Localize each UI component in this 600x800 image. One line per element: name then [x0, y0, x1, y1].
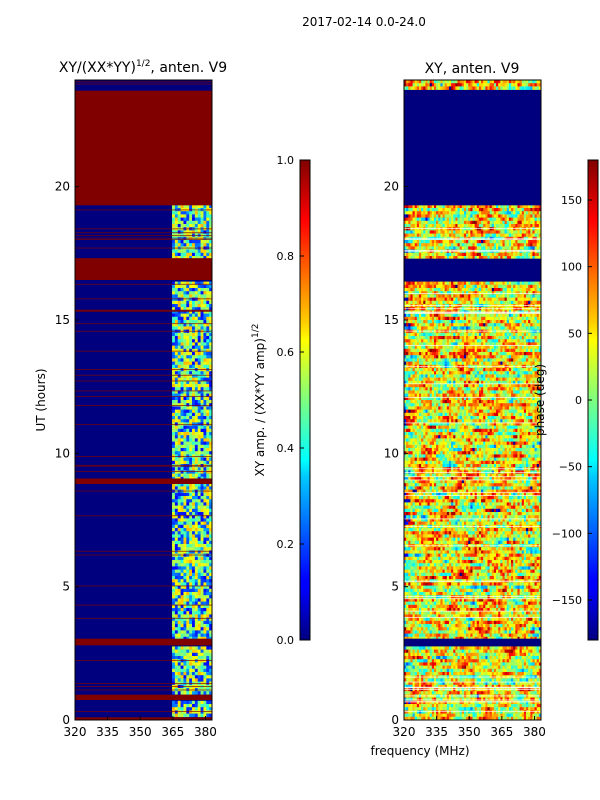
colorbar-tick-label: 100 — [561, 261, 582, 274]
right-axes-frame — [403, 79, 542, 721]
right-x-ticks: 320 335 350 365 380 — [393, 716, 546, 739]
y-tick-label: 0 — [62, 713, 70, 727]
figure-title: 2017-02-14 0.0-24.0 — [302, 15, 426, 29]
colorbar-tick-label: 1.0 — [277, 154, 295, 167]
colorbar-tick-label: 0.0 — [277, 634, 295, 647]
y-tick-label: 10 — [384, 446, 399, 460]
left-colorbar-ticks: 0.0 0.2 0.4 0.6 0.8 1.0 — [277, 154, 304, 647]
x-tick-label: 380 — [523, 725, 546, 739]
y-tick-label: 5 — [391, 580, 399, 594]
right-colorbar-label: phase (deg) — [533, 364, 547, 436]
y-tick-label: 20 — [384, 180, 399, 194]
heatmap-band — [75, 478, 212, 484]
heatmap-band — [404, 638, 541, 646]
colorbar-tick-label: 0 — [575, 394, 582, 407]
colorbar-tick-label: 0.6 — [277, 346, 295, 359]
colorbar-tick-label: 50 — [568, 327, 582, 340]
y-tick-label: 15 — [384, 313, 399, 327]
right-heatmap — [404, 80, 542, 721]
x-tick-label: 380 — [194, 725, 217, 739]
x-tick-label: 350 — [129, 725, 152, 739]
left-panel-title: XY/(XX*YY)1/2, anten. V9 — [59, 59, 227, 76]
colorbar-tick-label: 0.8 — [277, 250, 295, 263]
right-y-ticks: 0 5 10 15 20 — [384, 180, 408, 727]
right-panel: XY, anten. V9 320 335 350 365 380 0 5 10 15 20 f… — [370, 61, 545, 758]
y-tick-label: 15 — [55, 313, 70, 327]
colorbar-tick-label: 0.4 — [277, 442, 295, 455]
x-tick-label: 335 — [96, 725, 119, 739]
x-tick-label: 335 — [425, 725, 448, 739]
left-y-ticks: 0 5 10 15 20 — [55, 180, 79, 727]
x-tick-label: 365 — [490, 725, 513, 739]
x-tick-label: 320 — [64, 725, 87, 739]
y-tick-label: 20 — [55, 180, 70, 194]
heatmap-band — [404, 258, 541, 280]
heatmap-band — [404, 90, 541, 206]
x-tick-label: 365 — [161, 725, 184, 739]
left-colorbar-gradient — [299, 159, 311, 641]
left-colorbar-label: XY amp. / (XX*YY amp)1/2 — [251, 324, 267, 477]
heatmap-band — [75, 90, 212, 206]
heatmap-band — [75, 717, 212, 720]
colorbar-tick-label: 0.2 — [277, 538, 295, 551]
x-tick-label: 350 — [458, 725, 481, 739]
y-tick-label: 5 — [62, 580, 70, 594]
left-axes-frame — [74, 79, 213, 721]
left-panel: XY/(XX*YY)1/2, anten. V9 320 335 350 365 380… — [34, 59, 227, 739]
left-x-ticks: 320 335 350 365 380 — [64, 716, 217, 739]
left-colorbar: 0.0 0.2 0.4 0.6 0.8 1.0 XY amp. / (XX*YY amp)… — [251, 154, 311, 647]
right-colorbar: −150 −100 −50 0 50 100 150 phase (deg) — [533, 159, 599, 641]
right-colorbar-ticks: −150 −100 −50 0 50 100 150 — [552, 194, 592, 607]
heatmap-band — [75, 258, 212, 280]
y-tick-label: 10 — [55, 446, 70, 460]
heatmap-band — [75, 638, 212, 646]
colorbar-tick-label: −150 — [552, 594, 582, 607]
x-tick-label: 320 — [393, 725, 416, 739]
left-y-axis-label: UT (hours) — [34, 368, 48, 431]
colorbar-tick-label: −100 — [552, 527, 582, 540]
y-tick-label: 0 — [391, 713, 399, 727]
x-axis-label: frequency (MHz) — [370, 744, 469, 758]
left-heatmap — [75, 80, 213, 720]
heatmap-band — [75, 694, 212, 700]
colorbar-tick-label: −50 — [559, 461, 582, 474]
right-panel-title: XY, anten. V9 — [425, 61, 520, 77]
colorbar-tick-label: 150 — [561, 194, 582, 207]
